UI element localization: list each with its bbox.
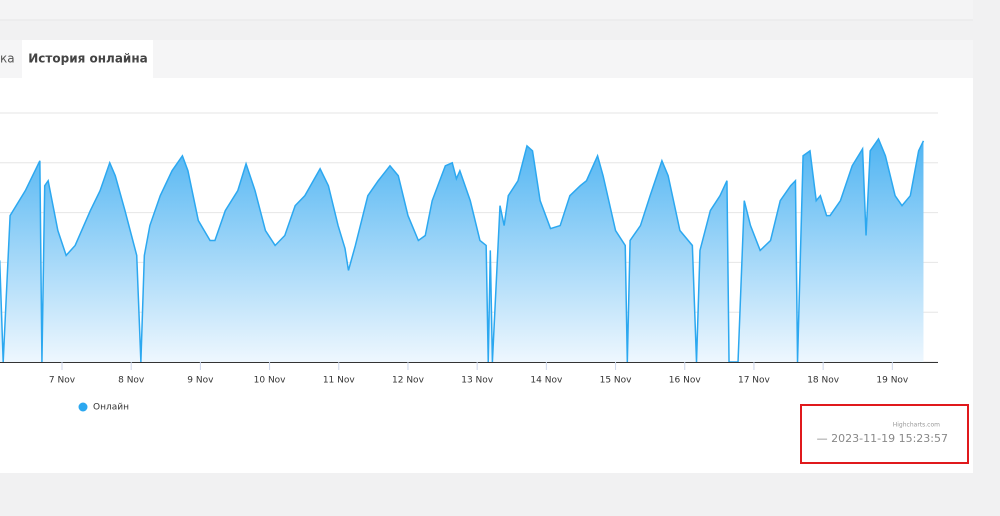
tab-bar	[0, 40, 973, 78]
highlight-box	[800, 404, 969, 464]
x-tick-label: 12 Nov	[392, 376, 425, 386]
x-tick-label: 9 Nov	[187, 376, 214, 386]
tab-active-bg	[22, 40, 153, 78]
x-tick-label: 14 Nov	[530, 376, 563, 386]
x-tick-label: 10 Nov	[254, 376, 287, 386]
x-tick-label: 8 Nov	[118, 376, 145, 386]
plot: 7 Nov 8 Nov 9 Nov 10 Nov 11 Nov 12 Nov 13 Nov 1…	[0, 112, 938, 386]
x-tick-label: 7 Nov	[49, 376, 76, 386]
x-tick-label: 13 Nov	[461, 376, 494, 386]
line	[0, 137, 925, 363]
tab[interactable]: ка	[0, 52, 15, 66]
x-tick-label: 11 Nov	[323, 376, 356, 386]
x-tick-label: 18 Nov	[807, 376, 840, 386]
top-card	[0, 0, 973, 20]
x-tick-label: 15 Nov	[600, 376, 633, 386]
credits[interactable]: Highcharts.com	[893, 422, 940, 429]
timestamp: — 2023-11-19 15:23:57	[817, 432, 948, 445]
tab-active[interactable]: История онлайна	[28, 52, 147, 66]
x-tick-label: 19 Nov	[876, 376, 909, 386]
legend-symbol[interactable]	[78, 402, 88, 412]
x-tick-label: 16 Nov	[669, 376, 702, 386]
x-tick-label: 17 Nov	[738, 376, 771, 386]
legend-label[interactable]: Онлайн	[93, 403, 129, 413]
area	[0, 138, 924, 362]
